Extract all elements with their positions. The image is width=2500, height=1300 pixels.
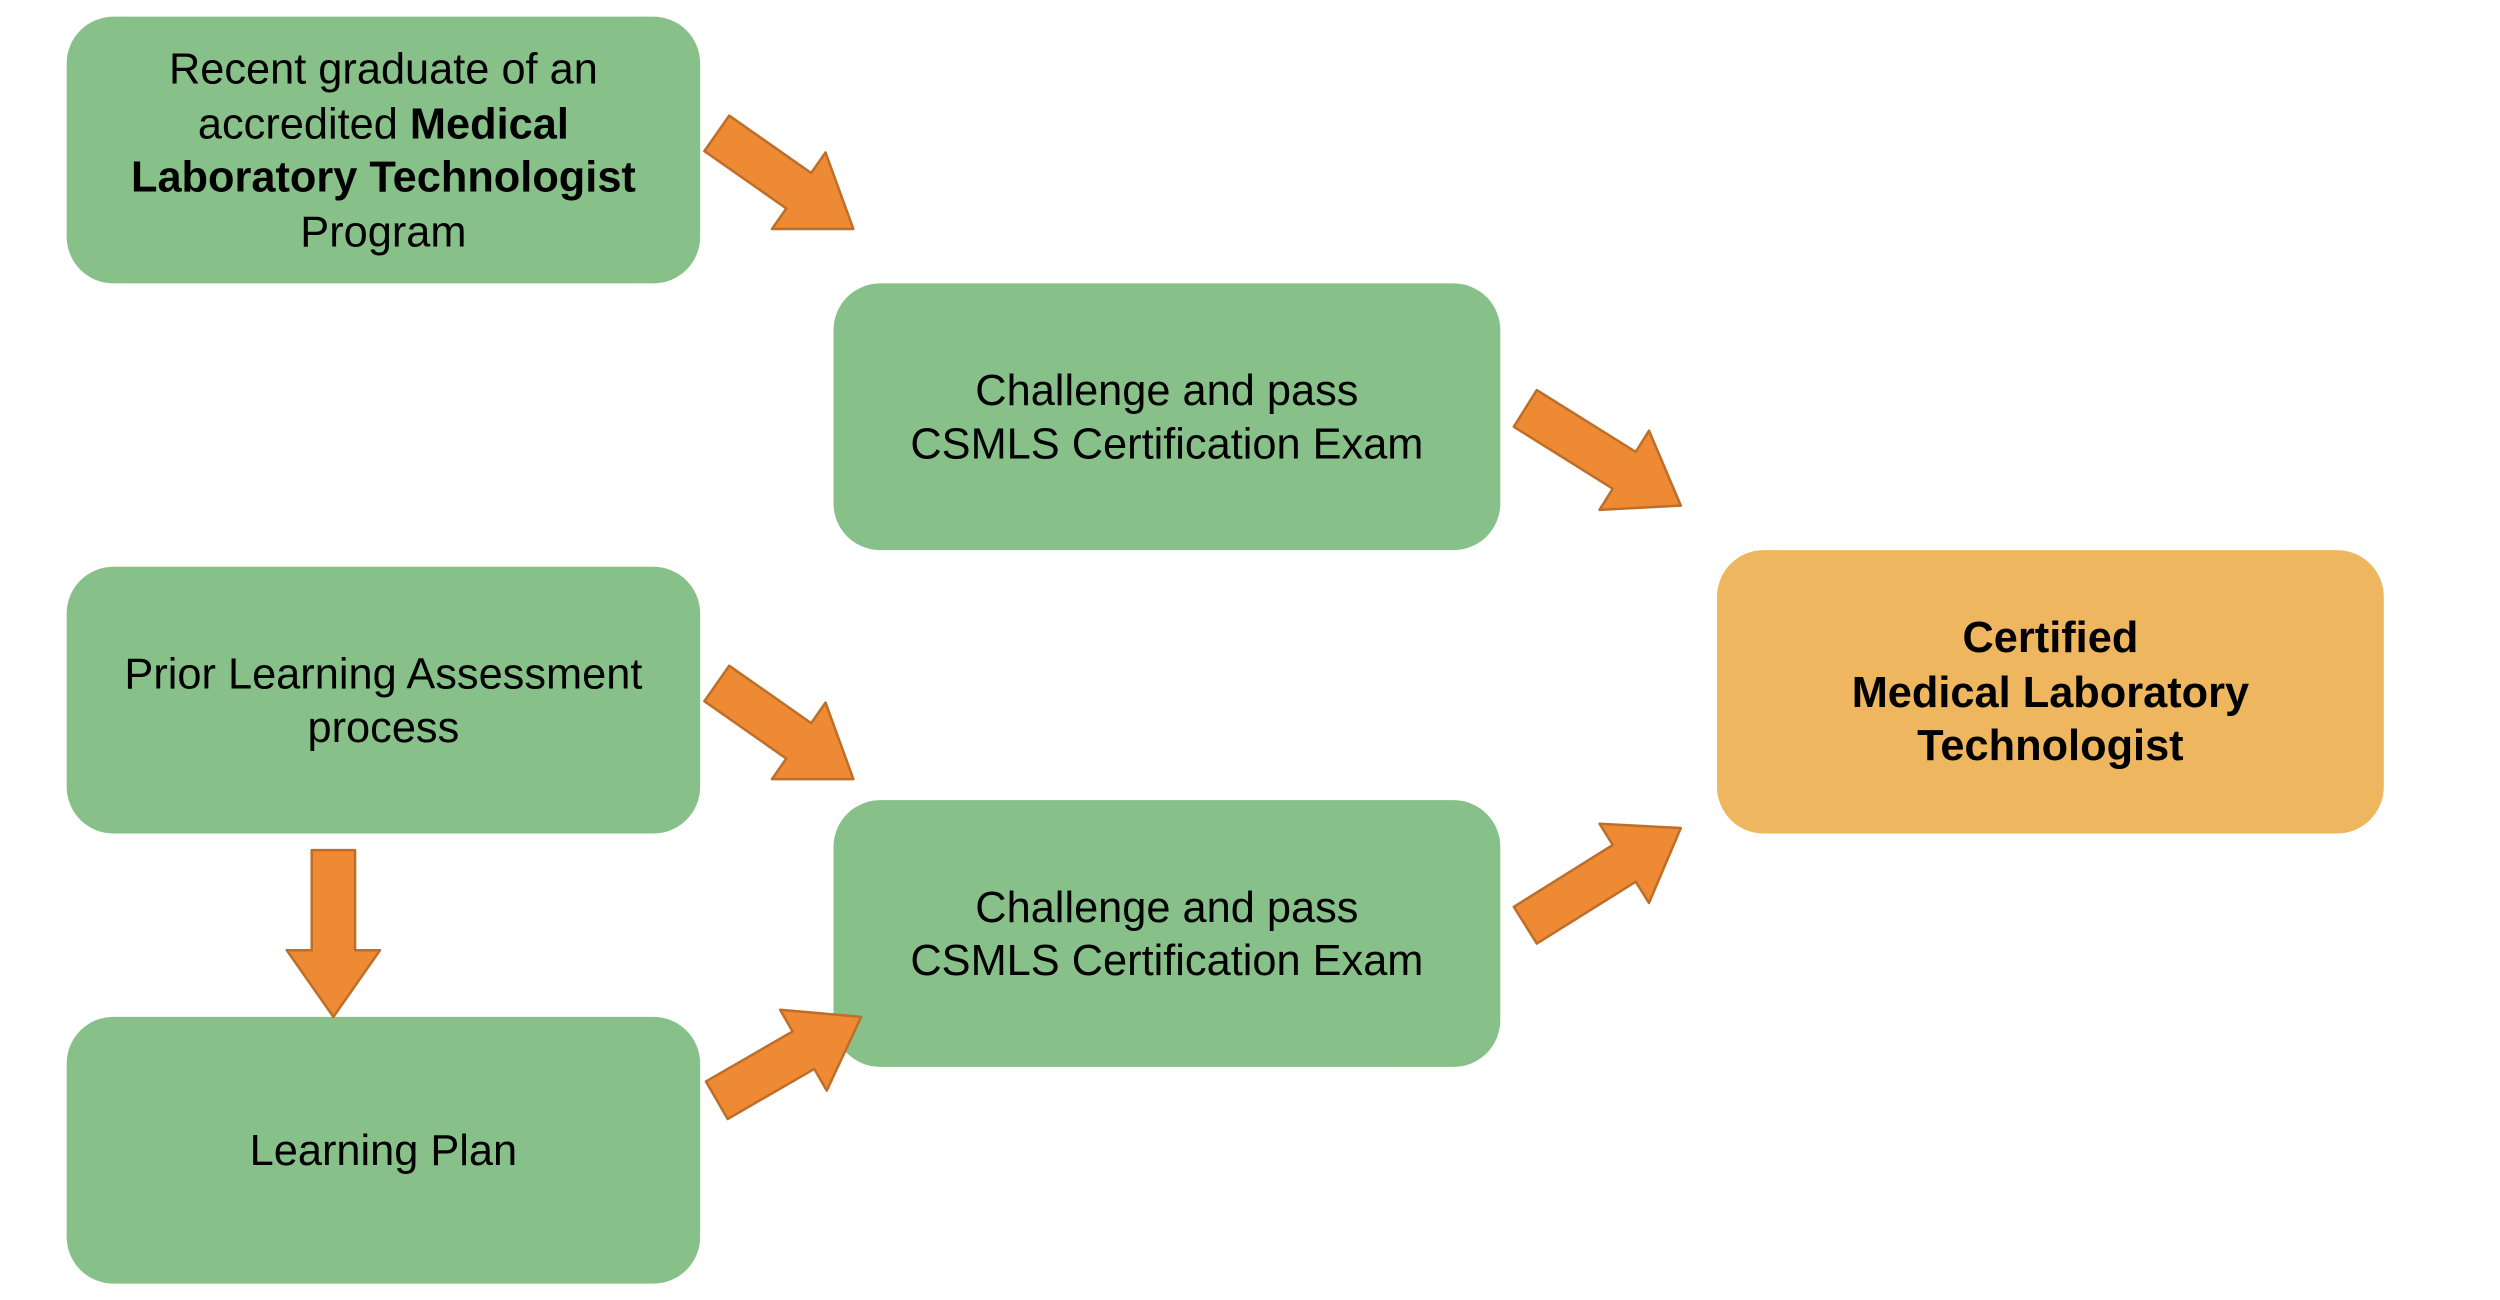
flowchart-canvas: Recent graduate of anaccredited Medical … [0, 0, 2500, 1300]
arrow-a-pla-exam2 [690, 645, 880, 817]
node-pla: Prior Learning Assessmentprocess [67, 567, 700, 834]
arrow-a-exam1-cert [1501, 369, 1706, 545]
node-label: Prior Learning Assessmentprocess [124, 646, 642, 754]
node-exam2: Challenge and passCSMLS Certification Ex… [834, 800, 1501, 1067]
arrow-a-pla-lp [287, 850, 380, 1017]
node-graduate: Recent graduate of anaccredited Medical … [67, 17, 700, 284]
node-label: Challenge and passCSMLS Certification Ex… [910, 879, 1423, 987]
node-certified: CertifiedMedical LaboratoryTechnologist [1717, 550, 2384, 833]
node-learning-plan: Learning Plan [67, 1017, 700, 1284]
node-label: Recent graduate of anaccredited Medical … [100, 42, 667, 259]
arrow-a-grad-exam1 [690, 95, 880, 267]
arrow-a-exam2-cert [1501, 788, 1706, 964]
node-label: Learning Plan [250, 1123, 518, 1177]
node-label: CertifiedMedical LaboratoryTechnologist [1852, 611, 2249, 774]
node-label: Challenge and passCSMLS Certification Ex… [910, 363, 1423, 471]
node-exam1: Challenge and passCSMLS Certification Ex… [834, 283, 1501, 550]
